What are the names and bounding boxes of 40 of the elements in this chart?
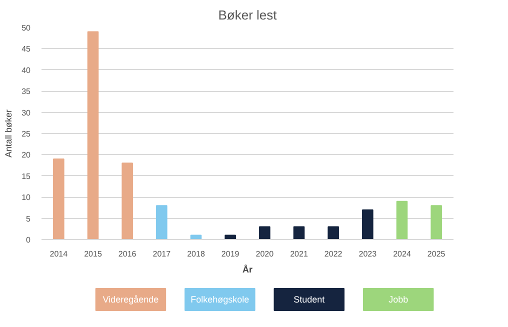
x-tick-label: 2023: [358, 250, 378, 258]
x-tick-label: 2020: [256, 250, 274, 258]
x-tick-label: 2017: [152, 250, 172, 258]
y-tick-label: 40: [22, 66, 32, 75]
y-tick-label: 25: [22, 130, 32, 138]
bar: [293, 226, 305, 240]
bar: [259, 226, 270, 240]
bar: [87, 31, 99, 240]
text: Student: [294, 294, 326, 304]
chart-title: Bøker lest: [218, 8, 278, 22]
y-tick-label: 15: [22, 172, 32, 181]
bar: [156, 205, 168, 240]
x-tick-label: 2022: [324, 250, 343, 258]
text: Folkehøgskole: [190, 294, 250, 304]
x-axis-title: År: [242, 264, 253, 274]
x-tick-label: 2015: [84, 250, 102, 258]
bar: [396, 200, 408, 240]
y-tick-label: 50: [22, 24, 32, 32]
text: Jobb: [388, 294, 408, 304]
y-tick-label: 35: [22, 87, 32, 96]
bar: [362, 209, 374, 240]
y-axis-title: Antall bøker: [4, 109, 14, 158]
bar: [328, 226, 339, 240]
bar: [122, 162, 133, 240]
x-tick-label: 2018: [187, 250, 206, 258]
y-tick-label: 10: [22, 193, 32, 202]
x-tick-label: 2019: [221, 250, 240, 258]
y-tick-label: 0: [26, 236, 32, 244]
bar: [53, 158, 64, 240]
x-tick-label: 2024: [393, 250, 412, 258]
x-tick-label: 2025: [427, 250, 446, 258]
bar: [430, 205, 442, 240]
x-tick-label: 2014: [50, 250, 68, 258]
y-tick-label: 45: [22, 44, 32, 54]
x-tick-label: 2016: [118, 250, 137, 258]
y-tick-label: 20: [22, 150, 32, 160]
x-tick-label: 2021: [290, 250, 308, 258]
y-tick-label: 30: [22, 108, 32, 118]
y-tick-label: 5: [26, 214, 32, 224]
text: Videregående: [102, 294, 159, 304]
